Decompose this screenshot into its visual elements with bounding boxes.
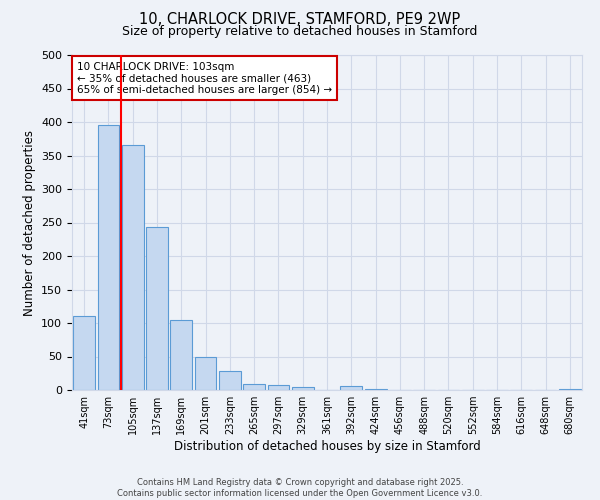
X-axis label: Distribution of detached houses by size in Stamford: Distribution of detached houses by size … — [173, 440, 481, 453]
Bar — [170, 320, 192, 390]
Bar — [122, 146, 143, 390]
Bar — [268, 386, 289, 390]
Text: 10, CHARLOCK DRIVE, STAMFORD, PE9 2WP: 10, CHARLOCK DRIVE, STAMFORD, PE9 2WP — [139, 12, 461, 28]
Bar — [146, 227, 168, 390]
Bar — [340, 386, 362, 390]
Bar — [243, 384, 265, 390]
Bar — [292, 388, 314, 390]
Bar — [559, 388, 581, 390]
Y-axis label: Number of detached properties: Number of detached properties — [23, 130, 35, 316]
Bar — [97, 126, 119, 390]
Bar — [219, 371, 241, 390]
Text: 10 CHARLOCK DRIVE: 103sqm
← 35% of detached houses are smaller (463)
65% of semi: 10 CHARLOCK DRIVE: 103sqm ← 35% of detac… — [77, 62, 332, 95]
Bar — [365, 388, 386, 390]
Text: Size of property relative to detached houses in Stamford: Size of property relative to detached ho… — [122, 25, 478, 38]
Text: Contains HM Land Registry data © Crown copyright and database right 2025.
Contai: Contains HM Land Registry data © Crown c… — [118, 478, 482, 498]
Bar — [73, 316, 95, 390]
Bar — [194, 357, 217, 390]
